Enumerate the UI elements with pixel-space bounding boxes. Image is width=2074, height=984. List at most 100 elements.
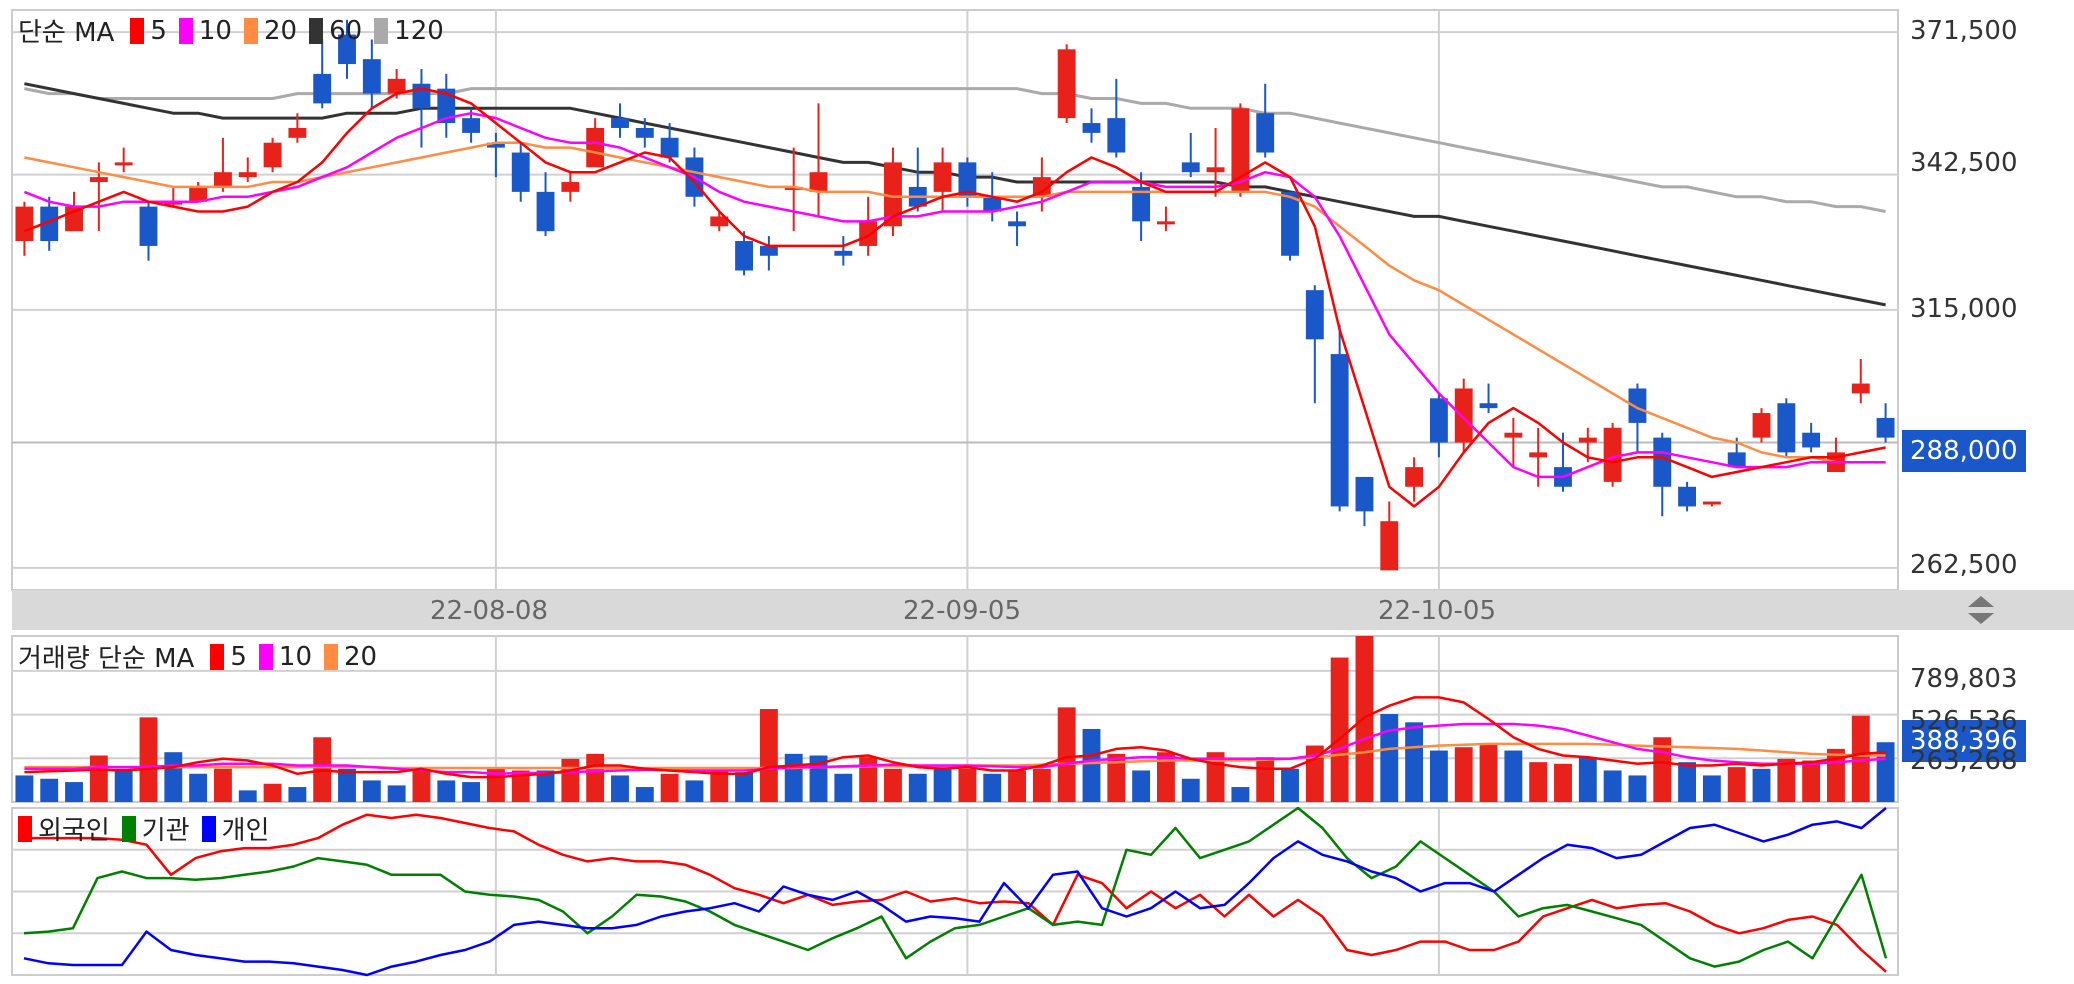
candle-body <box>1727 452 1746 468</box>
volume-bar <box>15 775 34 802</box>
volume-bar <box>1628 775 1647 802</box>
volume-bar <box>1082 728 1101 802</box>
candle-body <box>1454 388 1473 443</box>
candle-body <box>1256 113 1275 153</box>
volume-bar <box>908 773 927 802</box>
candle-body <box>1305 290 1324 340</box>
candle-body <box>1504 432 1523 438</box>
volume-bar <box>362 780 381 802</box>
volume-bar <box>685 780 704 802</box>
volume-bar <box>1107 753 1126 802</box>
candle-body <box>263 142 282 168</box>
candle-body <box>1206 167 1225 173</box>
volume-bar <box>1454 747 1473 802</box>
volume-bar <box>1777 758 1796 802</box>
investor-legend: 외국인 기관 개인 <box>6 810 269 847</box>
ma60-label: 60 <box>329 15 363 46</box>
volume-bar <box>1181 778 1200 802</box>
volume-bar <box>1727 767 1746 802</box>
volume-bar <box>511 770 530 802</box>
individual-swatch <box>201 815 216 842</box>
candle-body <box>1578 437 1597 443</box>
price-panel-frame <box>11 9 1899 591</box>
candle-body <box>1032 177 1051 197</box>
volume-bar <box>1752 768 1771 802</box>
volume-bar <box>1231 787 1250 802</box>
volume-bar <box>635 787 654 802</box>
candle-body <box>1777 403 1796 453</box>
volume-bar <box>759 709 778 802</box>
candle-body <box>958 162 977 197</box>
vol-ma5-legend-item: 5 <box>210 642 247 672</box>
volume-bar <box>735 772 753 802</box>
volume-tick-label: 789,803 <box>1910 664 2018 694</box>
candle-body <box>611 118 629 128</box>
volume-bar <box>164 752 183 802</box>
candle-body <box>1008 221 1026 227</box>
institution-label: 기관 <box>141 816 190 846</box>
candle-body <box>1603 427 1622 482</box>
volume-bar <box>958 768 977 802</box>
candle-body <box>238 172 257 178</box>
ma10-swatch <box>178 17 193 44</box>
individual-label: 개인 <box>221 816 270 846</box>
price-tick-label: 371,500 <box>1910 16 2018 46</box>
candle-body <box>834 250 853 256</box>
candle-body <box>536 191 555 232</box>
candle-body <box>933 162 952 192</box>
candle-body <box>1802 432 1821 448</box>
volume-bar <box>65 782 83 802</box>
candle-body <box>1132 186 1151 222</box>
volume-tick-label: 263,268 <box>1910 746 2018 776</box>
volume-bar <box>1281 768 1299 802</box>
price-tick-label: 342,500 <box>1910 148 2018 178</box>
date-label: 22-08-08 <box>430 596 549 626</box>
candle-body <box>164 201 183 205</box>
candle-body <box>660 137 679 158</box>
candle-body <box>1851 383 1870 394</box>
volume-bar <box>859 757 878 802</box>
candle-body <box>1702 501 1721 505</box>
ma5-label: 5 <box>150 15 167 46</box>
candle-body <box>15 206 34 242</box>
candle-body <box>1355 476 1374 512</box>
date-label: 22-10-05 <box>1378 596 1497 626</box>
candle-body <box>1380 521 1399 571</box>
volume-bar <box>983 773 1002 802</box>
ma20-line <box>24 141 1886 464</box>
vol-ma10-label: 10 <box>278 641 312 672</box>
ma5-legend-item: 5 <box>130 16 167 46</box>
volume-bar <box>1851 715 1870 802</box>
scroll-arrows-icon[interactable] <box>1964 594 1998 626</box>
volume-bar <box>263 783 282 802</box>
volume-bar <box>1032 768 1051 802</box>
foreign-swatch <box>18 815 32 842</box>
candle-body <box>486 142 505 148</box>
institution-swatch <box>121 815 136 842</box>
candle-body <box>1678 486 1696 507</box>
volume-bar <box>834 773 853 802</box>
candle-body <box>1082 123 1101 133</box>
candle-body <box>561 182 580 192</box>
volume-bar <box>1802 760 1821 802</box>
volume-bar <box>189 773 208 802</box>
date-axis-bar-right <box>1898 590 2074 630</box>
volume-ma10-line <box>24 722 1886 776</box>
candle-body <box>1653 437 1672 487</box>
vol-ma20-label: 20 <box>344 641 378 672</box>
ma60-line <box>24 82 1886 307</box>
volume-bar <box>437 780 456 802</box>
candle-body <box>884 162 902 227</box>
ma10-label: 10 <box>198 15 232 46</box>
volume-bar <box>1529 762 1548 802</box>
volume-bar <box>288 787 307 802</box>
candle-body <box>1529 452 1548 458</box>
candle-body <box>1231 108 1250 192</box>
vol-ma5-label: 5 <box>230 641 247 672</box>
individual-line <box>23 807 1887 977</box>
volume-bar <box>338 768 356 802</box>
candle-body <box>1479 403 1498 409</box>
candle-body <box>139 206 158 246</box>
candle-body <box>511 152 530 192</box>
candle-body <box>983 196 1002 212</box>
